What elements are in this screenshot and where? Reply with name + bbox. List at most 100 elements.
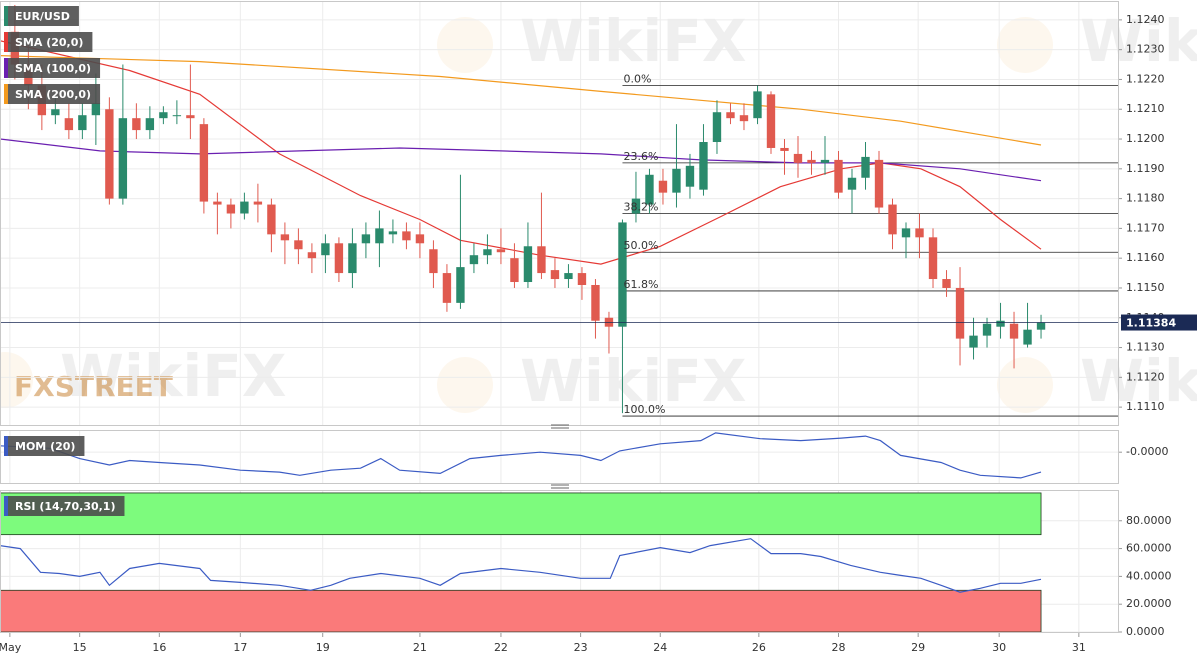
legend-entry: SMA (200,0) (4, 84, 101, 104)
x-tick-label: 30 (992, 641, 1006, 654)
x-tick-label: 17 (233, 641, 247, 654)
legend-label: SMA (20,0) (15, 36, 83, 49)
y-tick-label: 1.1190 (1126, 162, 1165, 175)
y-tick-label: 1.1120 (1126, 370, 1165, 383)
candle-body (496, 249, 506, 253)
candle-body (523, 246, 533, 283)
legend-entry: RSI (14,70,30,1) (4, 496, 125, 516)
mark-layer (0, 4, 1118, 633)
watermark: WikiFX (520, 347, 747, 415)
candle-body (780, 147, 789, 151)
y-tick-label: 1.1220 (1126, 72, 1165, 85)
frame (0, 1, 1119, 633)
candle-body (1009, 323, 1019, 339)
label-layer: May 15 16 17 19 21 22 23 24 26 28 29 30 31 1.1110 1.112… (0, 6, 1197, 654)
level-label: 61.8% (623, 278, 658, 291)
candle-body (51, 109, 60, 116)
y-tick-label: -0.0000 (1126, 445, 1168, 458)
legend-label: EUR/USD (15, 10, 70, 23)
candle-body (847, 177, 857, 190)
sma-line (0, 40, 1042, 265)
y-tick-label: 1.1160 (1126, 251, 1165, 264)
x-tick-label: 23 (574, 641, 588, 654)
candle-body (334, 243, 344, 274)
candle-body (658, 180, 668, 193)
y-tick-label: 1.1110 (1126, 400, 1165, 413)
candle-body (226, 204, 236, 214)
level-label: 23.6% (623, 150, 658, 163)
candle-body (172, 115, 182, 117)
candle-body (78, 115, 87, 131)
x-tick-label: 26 (752, 641, 766, 654)
x-tick-label: 19 (316, 641, 330, 654)
candle-body (564, 273, 573, 280)
candle-body (442, 273, 452, 303)
candle-body (672, 168, 681, 193)
candle-body (213, 201, 222, 205)
indicator-line (0, 538, 1042, 593)
candle-body (915, 228, 924, 238)
x-tick-label: 15 (73, 641, 87, 654)
last-value-label: 1.11384 (1126, 317, 1176, 330)
legend-entry: SMA (100,0) (4, 58, 101, 78)
logo: FXSTREET (14, 370, 173, 403)
candle-body (928, 237, 938, 280)
candle-body (577, 273, 587, 285)
candle-body (348, 243, 357, 274)
level-label: 100.0% (623, 403, 665, 416)
x-tick-label: 16 (152, 641, 166, 654)
candle-body (321, 243, 330, 256)
x-tick-label: 31 (1072, 641, 1086, 654)
level-label: 50.0% (623, 239, 658, 252)
y-tick-label: 40.0000 (1126, 569, 1172, 582)
candle-body (834, 159, 843, 193)
legend-entry: EUR/USD (4, 6, 79, 26)
candle-body (631, 198, 641, 214)
y-tick-label: 60.0000 (1126, 542, 1172, 555)
candle-body (510, 258, 519, 283)
candle-body (469, 255, 479, 265)
candle-body (267, 204, 276, 235)
legend-swatch (4, 58, 8, 78)
candle-body (145, 118, 155, 131)
candle-body (118, 118, 128, 199)
watermark: WikiFX (60, 342, 287, 410)
legend-box (4, 496, 125, 516)
x-tick-label: 29 (911, 641, 925, 654)
candle-body (1023, 329, 1032, 345)
candle-body (699, 142, 708, 190)
candle-body (712, 112, 722, 143)
candle-body (807, 159, 816, 163)
candle-body (361, 234, 371, 244)
candle-body (645, 174, 654, 205)
candle-body (240, 201, 249, 214)
legend-box (4, 6, 79, 26)
legend-label: RSI (14,70,30,1) (15, 500, 115, 513)
candle-body (955, 287, 965, 339)
y-tick-label: 1.1200 (1126, 132, 1165, 145)
candle-body (105, 109, 114, 199)
candle-body (429, 249, 438, 274)
watermark: WikiFX (1080, 7, 1197, 75)
y-tick-label: 1.1240 (1126, 13, 1165, 26)
candle-body (159, 112, 168, 119)
candle-body (820, 159, 830, 163)
sma-line (0, 138, 1042, 182)
candle-body (456, 267, 465, 303)
watermark-layer: WikiFXWikiFXWikiFXWikiFXWikiFXFXSTREET (0, 7, 1197, 415)
indicator-line (0, 432, 1042, 479)
rsi-band (0, 589, 1042, 633)
candle-body (483, 249, 492, 256)
candle-body (739, 115, 749, 122)
candle-body (388, 231, 398, 235)
candle-body (901, 228, 911, 238)
rsi-band (0, 492, 1042, 536)
candle-body (91, 103, 101, 116)
candle-body (618, 222, 627, 327)
x-tick-label: 21 (413, 641, 427, 654)
legend-swatch (4, 84, 8, 104)
y-tick-label: 1.1210 (1126, 102, 1165, 115)
x-tick-label: 22 (494, 641, 508, 654)
